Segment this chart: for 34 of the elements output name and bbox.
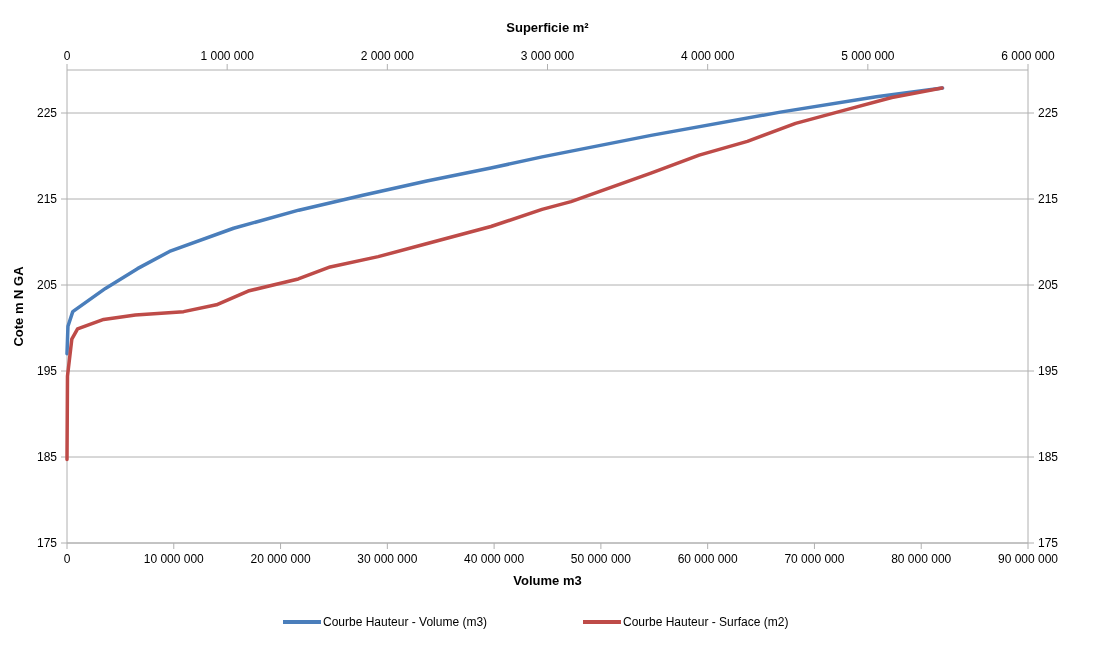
legend-label: Courbe Hauteur - Volume (m3)	[323, 615, 488, 629]
x-tick-label: 90 000 000	[997, 552, 1059, 566]
x2-tick-label: 0	[63, 49, 71, 63]
y-tick-label: 195	[36, 364, 58, 378]
y2-tick-label: 185	[1038, 450, 1059, 464]
x2-tick-label: 2 000 000	[360, 49, 415, 63]
x2-tick-label: 6 000 000	[1001, 49, 1056, 63]
y2-tick-label: 225	[1038, 106, 1059, 120]
x-tick-label: 30 000 000	[357, 552, 418, 566]
x-tick-label: 40 000 000	[464, 552, 525, 566]
y-tick-label: 215	[36, 192, 58, 206]
x-tick-label: 20 000 000	[250, 552, 311, 566]
x-axis-title: Volume m3	[513, 573, 582, 588]
x2-tick-label: 5 000 000	[841, 49, 895, 63]
x-tick-label: 70 000 000	[784, 552, 845, 566]
x2-tick-label: 4 000 000	[680, 49, 735, 63]
x-tick-label: 50 000 000	[570, 552, 632, 566]
y-tick-label: 205	[36, 278, 58, 292]
y2-tick-label: 175	[1038, 536, 1059, 550]
x-tick-label: 60 000 000	[677, 552, 739, 566]
x-tick-label: 80 000 000	[891, 552, 952, 566]
legend-label: Courbe Hauteur - Surface (m2)	[623, 615, 789, 629]
y-axis-title: Cote m N GA	[11, 265, 26, 347]
y-tick-label: 225	[36, 106, 58, 120]
x2-tick-label: 1 000 000	[200, 49, 255, 63]
y-tick-label: 175	[36, 536, 58, 550]
y2-tick-label: 215	[1038, 192, 1059, 206]
y2-tick-label: 195	[1038, 364, 1059, 378]
x2-tick-label: 3 000 000	[520, 49, 575, 63]
x-tick-label: 10 000 000	[143, 552, 205, 566]
x2-axis-title: Superficie m²	[506, 20, 590, 35]
y2-tick-label: 205	[1038, 278, 1059, 292]
y-tick-label: 185	[36, 450, 58, 464]
x-tick-label: 0	[63, 552, 71, 566]
